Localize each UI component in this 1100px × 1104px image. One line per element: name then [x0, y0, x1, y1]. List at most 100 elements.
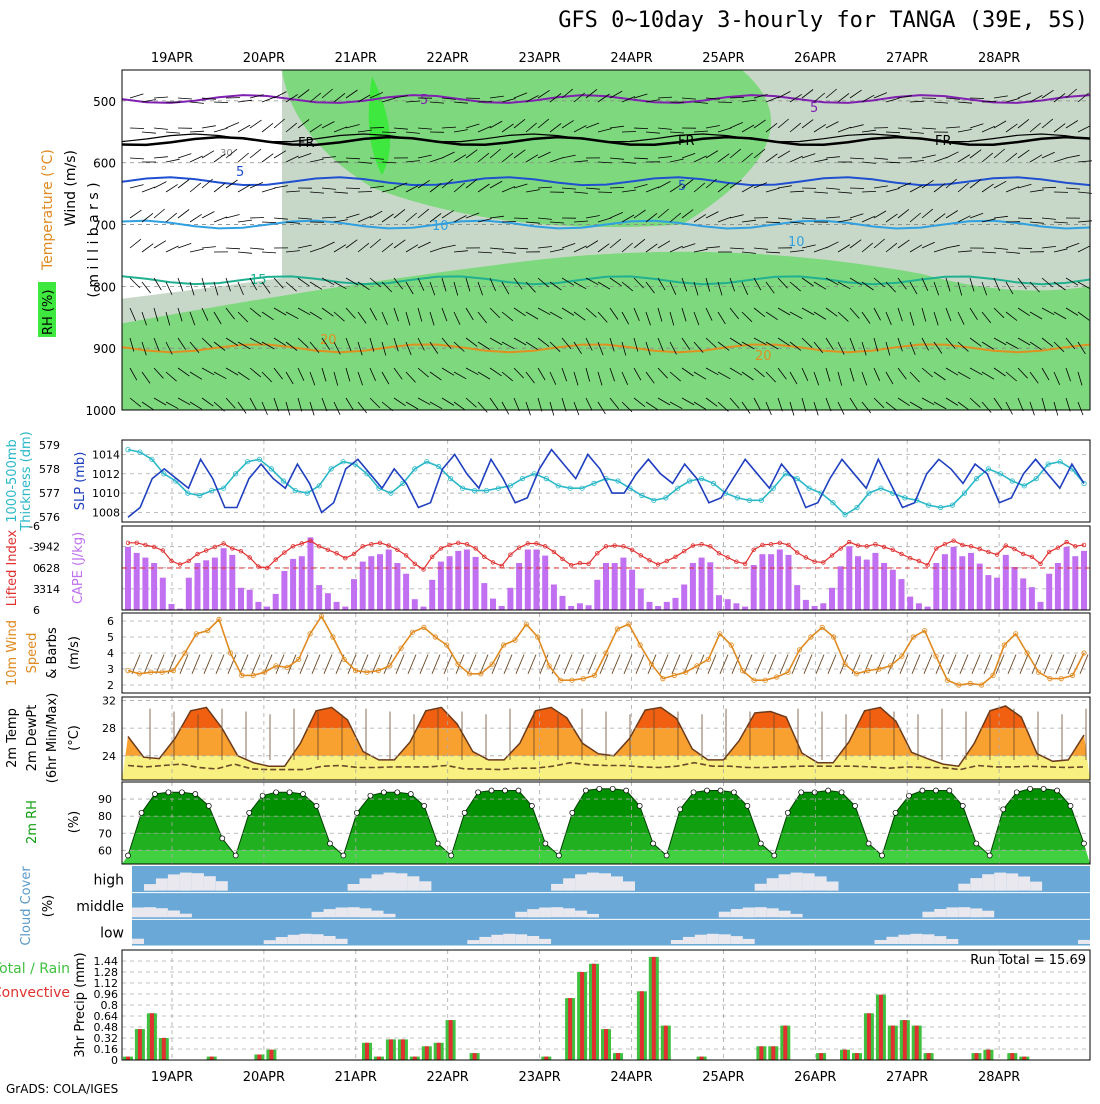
wind-barb: [130, 128, 144, 129]
cloud-cell: [180, 914, 192, 918]
rh2m-point: [1055, 788, 1060, 793]
cloud-cell: [132, 939, 144, 944]
rh2m-point: [1001, 807, 1006, 812]
surface-barb: [948, 655, 956, 674]
cape-bar: [151, 563, 157, 610]
rh2m-point: [651, 841, 656, 846]
precip-total-label: Total / Rain: [0, 961, 70, 977]
cape-bar: [1072, 556, 1078, 610]
cloud-cell: [312, 934, 324, 944]
precip-convective-bar: [771, 1046, 775, 1060]
cape-bar: [890, 570, 896, 610]
cape-bar: [594, 580, 600, 610]
cloud-cell: [755, 884, 767, 891]
lifted-axis-label: Lifted Index: [5, 529, 20, 606]
cape-bar: [664, 602, 670, 610]
wind-barb: [850, 188, 864, 189]
cloud-cell: [527, 909, 539, 917]
wind-barb: [598, 192, 612, 193]
cloud-cell: [982, 911, 994, 918]
cape-bar: [907, 597, 913, 610]
surface-barb: [756, 655, 764, 674]
date-label-top: 20APR: [243, 51, 285, 66]
cape-bar: [229, 555, 235, 610]
precip-convective-bar: [162, 1038, 166, 1060]
surface-barb: [744, 655, 752, 674]
wind-axis-label: Wind (m/s): [63, 150, 79, 226]
cape-bar: [985, 575, 991, 610]
surface-barb: [768, 655, 776, 674]
cape-bar: [334, 602, 340, 610]
rh2m-point: [745, 803, 750, 808]
cape-bar: [464, 550, 470, 611]
surface-barb: [408, 655, 416, 674]
cape-bar: [1020, 578, 1026, 610]
contour-label: FR: [935, 134, 952, 149]
footer-credit: GrADS: COLA/IGES: [6, 1082, 118, 1096]
cloud-cell: [336, 939, 348, 944]
rh2m-point: [1041, 786, 1046, 791]
cape-tick-label: 942: [39, 541, 60, 554]
cloud-cell: [204, 876, 216, 890]
cloud-cell: [982, 874, 994, 891]
cloud-cell: [407, 876, 419, 890]
precip-convective-bar: [210, 1057, 214, 1060]
precip-convective-bar: [759, 1046, 763, 1060]
rh2m-point: [126, 853, 131, 858]
cloud-cell: [372, 874, 384, 890]
cloud-cell: [324, 936, 336, 944]
precip-convective-bar: [819, 1053, 823, 1060]
cape-bar: [881, 563, 887, 610]
rh2m-point: [247, 810, 252, 815]
cape-bar: [1029, 587, 1035, 610]
cape-bar: [534, 550, 540, 611]
cloud-row-label: high: [93, 872, 124, 888]
chart-title: GFS 0~10day 3-hourly for TANGA (39E, 5S): [558, 8, 1088, 33]
thickness-tick-label: 576: [39, 511, 60, 524]
cape-bar: [473, 557, 479, 610]
cape-bar: [803, 600, 809, 610]
precip-convective-bar: [843, 1050, 847, 1060]
precip-convective-bar: [365, 1043, 369, 1060]
surface-barb: [1044, 655, 1052, 674]
surface-barb: [540, 655, 548, 674]
cloud-cell: [156, 908, 168, 917]
rh2m-point: [476, 790, 481, 795]
rh2m-point: [543, 841, 548, 846]
surface-barb: [324, 655, 332, 674]
dewpt-axis-label: 2m DewPt: [25, 705, 40, 772]
cloud-cell: [1078, 940, 1090, 944]
cape-bar: [638, 589, 644, 611]
cloud-cell: [970, 908, 982, 917]
cloud-cell: [587, 873, 599, 891]
rh2m-point: [866, 841, 871, 846]
precip-convective-bar: [437, 1043, 441, 1060]
cloud-cell: [767, 908, 779, 917]
cloud-row-label: low: [100, 926, 124, 942]
cape-bar: [455, 551, 461, 610]
contour-label: FR: [678, 134, 695, 149]
cape-bar: [481, 583, 487, 610]
cape-bar: [690, 563, 696, 610]
cape-bar: [525, 550, 531, 611]
rh2m-point: [705, 788, 710, 793]
lifted-tick-label: 0: [33, 562, 40, 575]
rh2m-point: [1014, 790, 1019, 795]
rh2m-point: [772, 853, 777, 858]
rh2m-point: [785, 810, 790, 815]
pressure-tick-label: 1000: [85, 404, 116, 418]
cloud-cell: [875, 940, 887, 944]
cloud-cell: [539, 908, 551, 918]
surface-barb: [576, 655, 584, 674]
cape-bar: [429, 580, 435, 610]
cape-bar: [742, 607, 748, 610]
rh2m-point: [637, 803, 642, 808]
rh2m-point: [516, 788, 521, 793]
pressure-tick-label: 600: [93, 157, 116, 171]
cloud-cell: [791, 873, 803, 891]
contour-label: 20: [320, 333, 337, 348]
cape-bar: [968, 553, 974, 610]
rh2m-point: [422, 803, 427, 808]
cape-bar: [925, 607, 931, 610]
date-label-bottom: 27APR: [886, 1070, 928, 1085]
